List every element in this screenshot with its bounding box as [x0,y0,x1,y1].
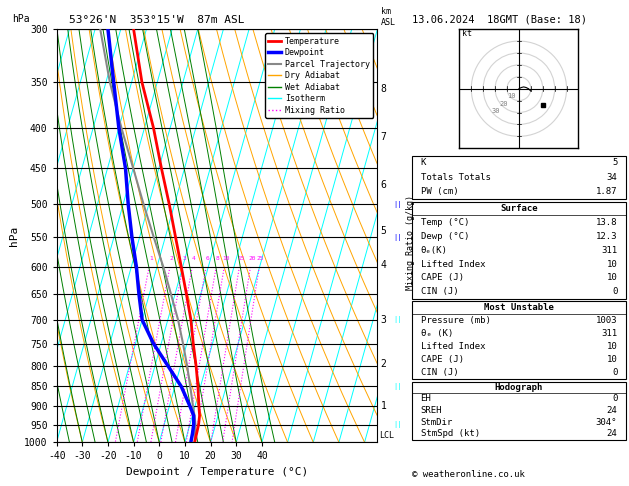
Text: LCL: LCL [379,431,394,440]
Text: CIN (J): CIN (J) [421,287,458,296]
Text: CAPE (J): CAPE (J) [421,355,464,364]
Text: 4: 4 [381,260,386,270]
Text: 25: 25 [257,256,264,261]
Text: Most Unstable: Most Unstable [484,303,554,312]
Text: 10: 10 [606,274,617,282]
Text: 1.87: 1.87 [596,188,617,196]
Text: θₑ (K): θₑ (K) [421,329,453,338]
Text: 15: 15 [237,256,245,261]
Text: Hodograph: Hodograph [495,382,543,392]
Text: 304°: 304° [596,417,617,427]
Text: 2: 2 [170,256,174,261]
Text: 5: 5 [381,226,386,236]
Text: hPa: hPa [13,14,30,24]
Text: 12.3: 12.3 [596,232,617,241]
Text: 311: 311 [601,329,617,338]
Text: CIN (J): CIN (J) [421,368,458,377]
Text: 53°26'N  353°15'W  87m ASL: 53°26'N 353°15'W 87m ASL [69,15,245,25]
Text: ||: || [393,421,402,428]
Text: 4: 4 [192,256,196,261]
Text: 5: 5 [612,158,617,167]
Text: © weatheronline.co.uk: © weatheronline.co.uk [412,469,525,479]
Text: Temp (°C): Temp (°C) [421,218,469,226]
Text: 24: 24 [606,430,617,438]
Text: 3: 3 [381,315,386,325]
Text: PW (cm): PW (cm) [421,188,458,196]
Text: Pressure (mb): Pressure (mb) [421,316,491,325]
Text: ||: || [393,316,402,323]
Text: 1: 1 [381,401,386,411]
Text: kt: kt [462,29,472,38]
Text: 1003: 1003 [596,316,617,325]
Text: 8: 8 [216,256,220,261]
Text: StmSpd (kt): StmSpd (kt) [421,430,480,438]
Text: 24: 24 [606,406,617,415]
Text: 311: 311 [601,245,617,255]
X-axis label: Dewpoint / Temperature (°C): Dewpoint / Temperature (°C) [126,467,308,477]
Text: 10: 10 [222,256,230,261]
Text: 6: 6 [381,180,386,190]
Y-axis label: hPa: hPa [9,226,18,246]
Text: 3: 3 [182,256,186,261]
Text: ||: || [393,201,402,208]
Text: 1: 1 [149,256,153,261]
Text: Surface: Surface [500,204,538,213]
Text: SREH: SREH [421,406,442,415]
Text: 13.8: 13.8 [596,218,617,226]
Text: km
ASL: km ASL [381,7,396,27]
Legend: Temperature, Dewpoint, Parcel Trajectory, Dry Adiabat, Wet Adiabat, Isotherm, Mi: Temperature, Dewpoint, Parcel Trajectory… [265,34,373,118]
Text: Lifted Index: Lifted Index [421,260,485,268]
Text: θₑ(K): θₑ(K) [421,245,447,255]
Text: EH: EH [421,394,431,403]
Text: Dewp (°C): Dewp (°C) [421,232,469,241]
Text: K: K [421,158,426,167]
Text: 0: 0 [612,368,617,377]
Text: ||: || [393,234,402,241]
Text: 10: 10 [507,93,516,99]
Text: 20: 20 [499,101,508,107]
Text: 7: 7 [381,132,386,142]
Text: Totals Totals: Totals Totals [421,173,491,182]
Text: 10: 10 [606,260,617,268]
Text: 0: 0 [612,394,617,403]
Text: ||: || [393,383,402,390]
Text: 13.06.2024  18GMT (Base: 18): 13.06.2024 18GMT (Base: 18) [412,15,587,25]
Text: 10: 10 [606,355,617,364]
Text: 20: 20 [248,256,255,261]
Text: Mixing Ratio (g/kg): Mixing Ratio (g/kg) [406,195,415,291]
Text: 2: 2 [381,359,386,368]
Text: 8: 8 [381,84,386,94]
Text: 0: 0 [612,287,617,296]
Text: Lifted Index: Lifted Index [421,342,485,351]
Text: CAPE (J): CAPE (J) [421,274,464,282]
Text: 34: 34 [606,173,617,182]
Text: 6: 6 [206,256,209,261]
Text: StmDir: StmDir [421,417,453,427]
Text: 10: 10 [606,342,617,351]
Text: 30: 30 [492,108,501,114]
